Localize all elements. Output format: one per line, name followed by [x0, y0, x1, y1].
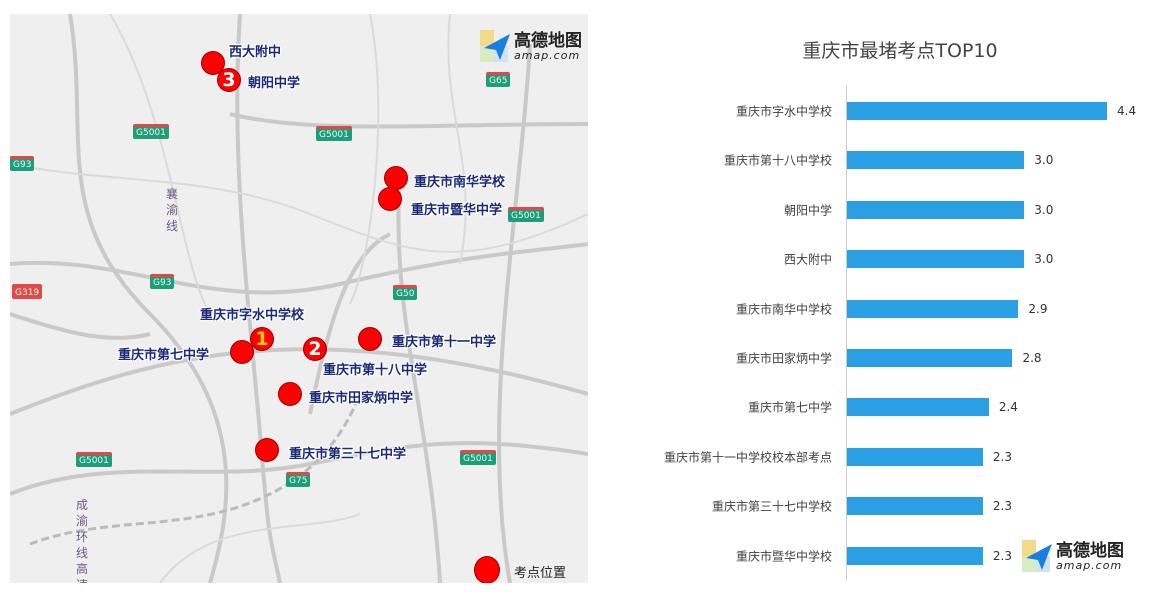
marker-label: 重庆市第三十七中学 [289, 447, 407, 462]
legend-label: 考点位置 [514, 566, 567, 581]
bar [847, 151, 1025, 170]
data-label: 2.4 [998, 400, 1018, 415]
highway-shield: G5001 [508, 207, 544, 222]
marker-rank-3[interactable]: 3 [217, 68, 241, 92]
marker[interactable] [384, 166, 408, 190]
bar [847, 349, 1013, 367]
highway-shield: G5001 [316, 126, 352, 141]
data-label: 2.3 [992, 548, 1013, 563]
marker-label: 重庆市第十八中学 [323, 363, 428, 378]
bar [847, 200, 1025, 219]
marker-label: 朝阳中学 [248, 76, 301, 91]
marker-label: 重庆市第七中学 [118, 348, 210, 363]
marker-label: 重庆市田家炳中学 [309, 391, 414, 406]
highway-shield: G50 [393, 285, 418, 300]
amap-logo: 高德地图 amap.com [1020, 538, 1124, 576]
highway-shield: G319 [12, 284, 43, 299]
marker-label: 重庆市南华学校 [414, 175, 506, 190]
bar [847, 447, 983, 466]
amap-logo: 高德地图 amap.com [478, 28, 582, 66]
bar [847, 102, 1108, 120]
category-label: 重庆市第三十七中学校 [711, 499, 832, 514]
rail-label: 襄渝线 [166, 187, 179, 233]
marker-rank-1[interactable]: 1 [250, 327, 274, 351]
category-label: 西大附中 [783, 252, 832, 267]
legend-marker [474, 556, 500, 583]
marker[interactable] [278, 382, 302, 406]
marker[interactable] [378, 187, 402, 211]
logo-url: amap.com [1056, 559, 1123, 572]
category-label: 重庆市第十八中学校 [723, 153, 832, 168]
bar [847, 299, 1019, 318]
marker-label: 重庆市字水中学校 [200, 308, 305, 323]
highway-shield: G93 [10, 156, 35, 171]
marker[interactable] [201, 51, 225, 75]
highway-shield: G5001 [460, 450, 496, 465]
category-label: 重庆市南华中学校 [735, 302, 832, 317]
data-label: 3.0 [1034, 252, 1054, 267]
category-label: 重庆市暨华中学校 [735, 549, 832, 564]
y-axis-line [846, 85, 847, 580]
marker[interactable] [358, 327, 382, 351]
marker-label: 西大附中 [229, 45, 282, 60]
category-label: 重庆市字水中学校 [735, 104, 832, 119]
highway-shield: G93 [150, 274, 175, 289]
highway-shield: G5001 [76, 452, 112, 467]
marker[interactable] [255, 438, 279, 462]
data-label: 2.9 [1028, 301, 1048, 316]
amap-logo-icon [1020, 538, 1054, 576]
marker-label: 重庆市暨华中学 [411, 203, 503, 218]
data-label: 3.0 [1034, 202, 1054, 217]
map[interactable]: G5001 G5001 G5001 G5001 G5001 G93 G93 G3… [10, 14, 588, 583]
amap-logo-icon [478, 28, 512, 66]
chart-title: 重庆市最堵考点TOP10 [802, 40, 998, 62]
marker-label: 重庆市第十一中学 [392, 335, 497, 350]
rail-label: 成渝环线高速 [76, 498, 89, 583]
category-label: 重庆市田家炳中学 [735, 351, 832, 366]
highway-shield: G75 [286, 472, 311, 487]
marker-rank-2[interactable]: 2 [303, 337, 327, 361]
category-label: 重庆市第十一中学校校本部考点 [663, 450, 832, 465]
category-label: 朝阳中学 [783, 203, 832, 218]
logo-text: 高德地图 [1056, 541, 1124, 561]
highway-shield: G5001 [133, 124, 169, 139]
category-label: 重庆市第七中学 [747, 400, 832, 415]
logo-url: amap.com [514, 49, 581, 62]
data-label: 3.0 [1034, 153, 1054, 168]
bar [847, 398, 989, 417]
highway-shield: G65 [486, 72, 511, 87]
bar [847, 497, 983, 516]
bar [847, 250, 1025, 269]
data-label: 2.3 [992, 449, 1013, 464]
marker[interactable] [230, 340, 254, 364]
data-label: 2.3 [992, 499, 1013, 514]
logo-text: 高德地图 [514, 31, 582, 51]
map-roads [10, 14, 588, 583]
bar [847, 546, 983, 565]
data-label: 4.4 [1117, 104, 1137, 118]
data-label: 2.8 [1022, 351, 1042, 365]
